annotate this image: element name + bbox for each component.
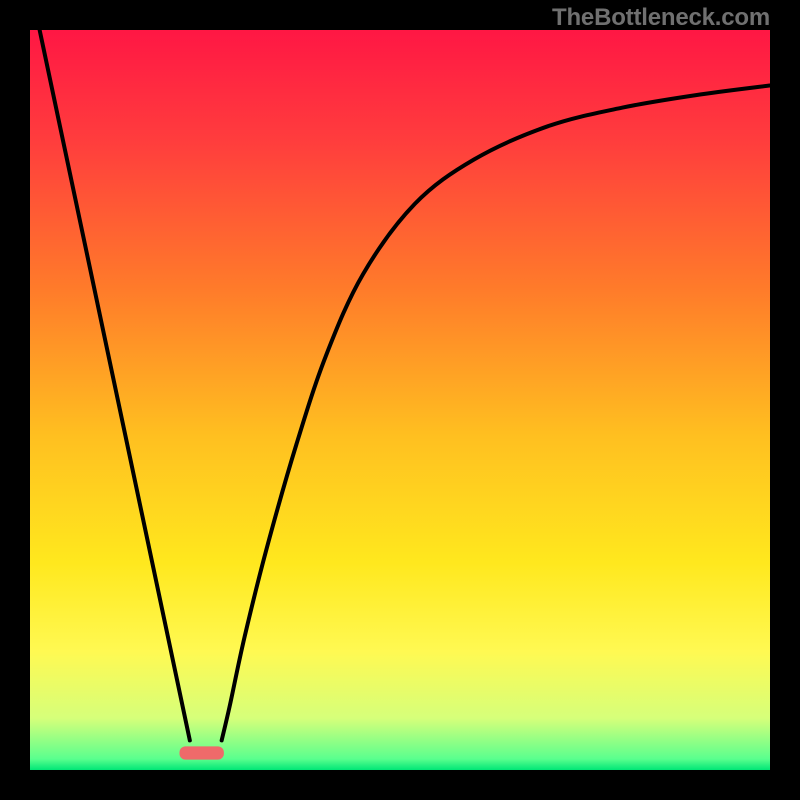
valley-marker <box>179 746 223 759</box>
chart-frame: TheBottleneck.com <box>0 0 800 800</box>
attribution-label: TheBottleneck.com <box>552 4 770 32</box>
gradient-background <box>30 30 770 770</box>
plot-area <box>30 30 770 770</box>
